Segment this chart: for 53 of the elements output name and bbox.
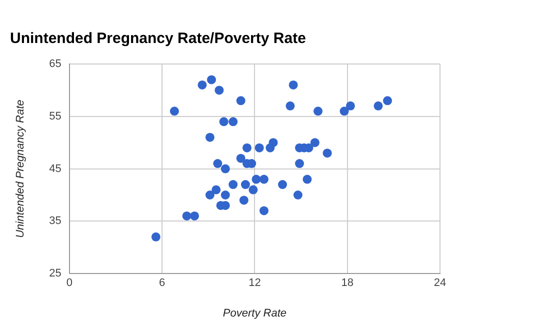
point (254, 143, 264, 152)
point (259, 174, 268, 184)
point (219, 117, 228, 126)
point (252, 174, 261, 184)
x-tick-label: 0 (66, 277, 72, 290)
point (182, 211, 192, 220)
point (236, 96, 246, 106)
point (259, 206, 268, 216)
point (314, 106, 323, 116)
point (212, 185, 221, 194)
y-tick-label: 25 (49, 268, 62, 280)
y-tick-label: 35 (49, 215, 62, 228)
point (248, 185, 258, 194)
x-tick-label: 6 (159, 277, 166, 290)
point (213, 159, 222, 168)
point (346, 101, 355, 110)
x-tick-label: 12 (248, 277, 261, 290)
point (278, 180, 288, 190)
point (286, 101, 295, 110)
point (205, 132, 214, 142)
point (239, 196, 248, 205)
point (268, 138, 278, 148)
chart-title: Unintended Pregnancy Rate/Poverty Rate (10, 30, 306, 48)
point (240, 180, 250, 190)
point (374, 101, 383, 110)
point (302, 174, 312, 184)
x-tick-label: 24 (434, 277, 446, 290)
point (151, 232, 160, 242)
point (198, 80, 207, 90)
point (340, 106, 349, 116)
point (322, 148, 332, 158)
y-tick-label: 65 (49, 58, 62, 70)
point (383, 96, 392, 106)
point (206, 75, 216, 84)
point (170, 106, 179, 116)
point (294, 159, 304, 168)
point (220, 164, 230, 174)
x-tick-label: 18 (341, 277, 354, 290)
point (190, 211, 199, 220)
x-axis-title: Poverty Rate (222, 307, 287, 320)
point (293, 190, 302, 200)
point (310, 138, 320, 148)
point (236, 154, 246, 163)
point (288, 80, 298, 90)
y-tick-label: 45 (49, 162, 62, 175)
point (242, 143, 252, 152)
point (228, 180, 238, 190)
point (220, 190, 230, 200)
point (228, 117, 238, 126)
y-tick-label: 55 (49, 110, 62, 122)
point (214, 86, 224, 95)
y-axis-title: Unintended Pregnancy Rate (14, 100, 27, 238)
point (205, 190, 214, 200)
